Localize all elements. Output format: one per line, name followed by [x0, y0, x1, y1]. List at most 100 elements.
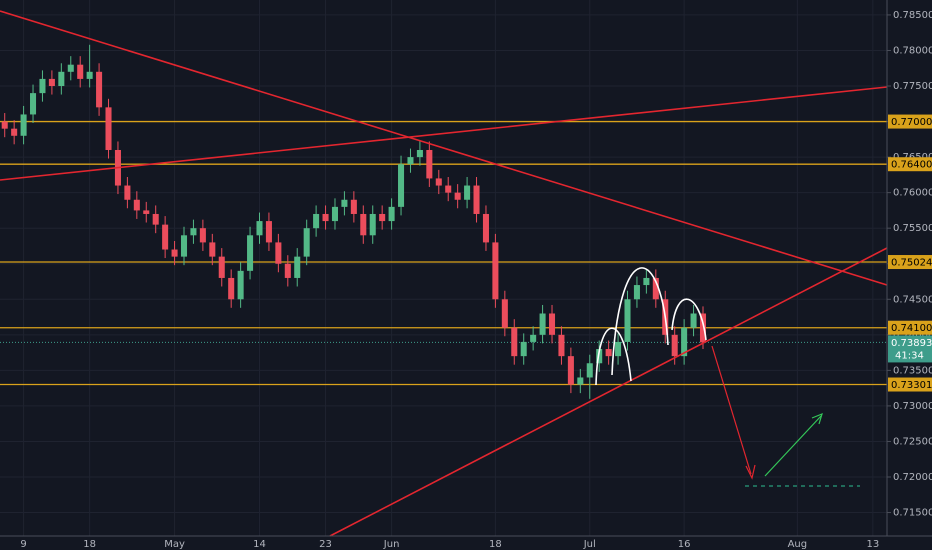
candle-body — [398, 164, 405, 207]
candle-body — [379, 213, 386, 222]
candle-body — [624, 299, 631, 342]
level-label-box — [888, 320, 932, 335]
candle-body — [247, 235, 254, 271]
candle-body — [96, 71, 103, 108]
candle-body — [633, 285, 640, 300]
candle-body — [303, 228, 310, 257]
candle-body — [530, 334, 537, 342]
candle-body — [369, 213, 376, 236]
x-tick-label: 13 — [866, 539, 879, 550]
level-label-box — [888, 377, 932, 392]
last-price-box — [888, 335, 932, 363]
candle-body — [218, 256, 225, 278]
candle-body — [124, 185, 131, 200]
x-tick-label: Jun — [383, 539, 400, 550]
candle-body — [652, 277, 659, 300]
trend-line — [329, 247, 888, 537]
candle-body — [350, 199, 357, 214]
candle-body — [331, 206, 339, 222]
y-tick-label: 0.74500 — [893, 294, 932, 305]
level-label-box — [888, 255, 932, 270]
candle-body — [360, 213, 367, 236]
candle-body — [605, 349, 612, 357]
shoulder-arc — [595, 327, 632, 386]
candle-body — [86, 71, 93, 79]
candle-body — [464, 185, 471, 200]
candle-body — [265, 221, 272, 243]
candle-body — [511, 327, 518, 357]
x-tick-label: 14 — [253, 539, 266, 550]
x-tick-label: 9 — [20, 539, 26, 550]
y-tick-label: 0.76000 — [893, 188, 932, 199]
y-tick-label: 0.78000 — [893, 45, 932, 56]
candle-body — [20, 114, 27, 136]
candle-body — [152, 213, 159, 225]
candle-body — [284, 263, 291, 278]
candle-body — [671, 334, 678, 357]
x-tick-label: 18 — [489, 539, 502, 550]
level-label: 0.73301 — [891, 380, 932, 391]
y-tick-label: 0.73000 — [893, 401, 932, 412]
candle-body — [39, 78, 46, 94]
level-label: 0.77000 — [891, 117, 932, 128]
candle-body — [520, 341, 527, 357]
candle-body — [48, 78, 55, 87]
y-tick-label: 0.72000 — [893, 472, 932, 483]
x-tick-label: 18 — [83, 539, 96, 550]
candle-body — [228, 277, 235, 300]
candle-body — [1, 121, 8, 129]
head-arc — [611, 267, 669, 376]
candle-body — [256, 221, 263, 236]
candle-body — [180, 235, 188, 257]
x-tick-label: Aug — [788, 539, 808, 550]
arrow — [764, 415, 822, 477]
x-tick-label: May — [164, 539, 185, 550]
candle-body — [435, 178, 442, 186]
candle-body — [171, 249, 178, 257]
candle-body — [454, 192, 461, 200]
level-label-box — [888, 157, 932, 172]
y-tick-label: 0.77500 — [893, 81, 932, 92]
candle-body — [388, 206, 395, 222]
candle-body — [558, 334, 565, 357]
candle-body — [690, 313, 697, 328]
y-tick-label: 0.71500 — [893, 508, 932, 519]
drawings — [0, 10, 888, 537]
trend-line — [0, 10, 888, 286]
shoulder-arc — [671, 298, 707, 341]
candle-body — [77, 64, 84, 79]
candle-body — [294, 256, 301, 278]
x-tick-label: 16 — [678, 539, 691, 550]
x-tick-label: Jul — [583, 539, 596, 550]
y-tick-label: 0.75500 — [893, 223, 932, 234]
y-tick-label: 0.78500 — [893, 10, 932, 21]
candle-body — [407, 157, 414, 165]
level-label: 0.75024 — [891, 258, 932, 269]
candle-body — [643, 277, 650, 286]
trend-line — [0, 86, 888, 181]
axes: 0.71500 0.72000 0.72500 0.73000 0.73500 0.740… — [20, 10, 932, 550]
candle-body — [322, 213, 329, 222]
candle-body — [501, 299, 508, 328]
candle-body — [313, 213, 320, 229]
level-label: 0.74100 — [891, 323, 932, 334]
level-label: 0.76400 — [891, 160, 932, 171]
arrow-head — [745, 464, 756, 480]
arrow-head — [811, 412, 823, 425]
candle-body — [275, 242, 282, 264]
candle-body — [567, 356, 574, 385]
candle-body — [105, 107, 112, 150]
candle-body — [237, 270, 244, 300]
y-tick-label: 0.74000 — [893, 330, 932, 341]
candle-body — [426, 149, 433, 179]
arrow — [711, 345, 752, 475]
candle-body — [133, 199, 140, 211]
candle-body — [162, 224, 169, 250]
candle-body — [11, 128, 18, 136]
candle-body — [190, 228, 197, 236]
candle-body — [681, 327, 688, 357]
last-price-label: 0.73893 — [891, 338, 932, 349]
